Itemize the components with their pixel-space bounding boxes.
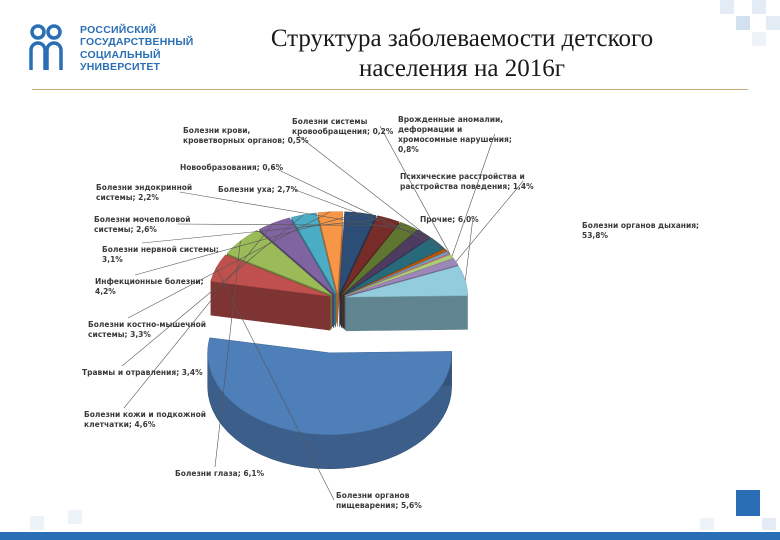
leader-line: [141, 218, 389, 244]
slice-label: Болезни глаза; 6,1%: [175, 469, 265, 478]
leader-line: [297, 134, 449, 253]
pie-slice-top: [207, 337, 452, 436]
slice-label: Болезни нервной системы; 3,1%: [102, 245, 219, 264]
pie-slice: [210, 254, 331, 331]
decorative-squares-top: [720, 0, 780, 46]
pie-slice-top: [317, 211, 344, 294]
slice-label: Травмы и отравления; 3,4%: [82, 368, 203, 377]
title-divider: [32, 89, 748, 90]
slice-label: Болезни уха; 2,7%: [218, 185, 299, 194]
logo-line: СОЦИАЛЬНЫЙ: [80, 48, 161, 61]
slice-label: Новообразования; 0,6%: [180, 163, 284, 172]
leader-line: [177, 223, 409, 226]
slice-label: Болезни костно-мышечной системы; 3,3%: [88, 320, 206, 339]
slice-label: Инфекционные болезни; 4,2%: [95, 277, 204, 296]
slice-label: Болезни мочеполовой системы; 2,6%: [94, 215, 191, 234]
slice-label: Болезни кожи и подкожной клетчатки; 4,6%: [84, 410, 206, 429]
pie-slice: [345, 265, 469, 332]
leader-line: [465, 218, 474, 281]
pie-slice-side: [345, 295, 468, 332]
slice-label: Болезни органов пищеварения; 5,6%: [336, 491, 422, 510]
logo-text: РОССИЙСКИЙ ГОСУДАРСТВЕННЫЙ СОЦИАЛЬНЫЙ УН…: [80, 24, 194, 74]
pie-slice-side: [337, 211, 343, 328]
leader-line: [214, 240, 241, 468]
leader-line: [379, 125, 451, 255]
slice-label: Прочие; 6,0%: [420, 215, 479, 224]
pie-slice-top: [345, 265, 469, 298]
leader-line: [123, 222, 275, 409]
leader-line: [134, 212, 361, 276]
page-title: Структура заболеваемости детского населе…: [222, 24, 702, 84]
pie-slice-top: [342, 221, 418, 295]
pie-slice-top: [344, 254, 454, 297]
slice-label: Болезни органов дыхания; 53,8%: [582, 221, 699, 240]
slice-label: Болезни крови, кроветворных органов; 0,5%: [183, 126, 309, 145]
university-logo: РОССИЙСКИЙ ГОСУДАРСТВЕННЫЙ СОЦИАЛЬНЫЙ УН…: [28, 22, 198, 74]
title-line-1: Структура заболеваемости детского: [270, 25, 654, 52]
leader-line: [272, 166, 447, 251]
logo-line: УНИВЕРСИТЕТ: [80, 61, 161, 74]
slice-label: Болезни эндокринной системы; 2,2%: [96, 183, 192, 202]
footer-bar: [0, 532, 780, 540]
pie-slice-top: [258, 217, 335, 295]
leader-line: [451, 133, 496, 257]
leader-line: [127, 211, 331, 319]
logo-line: РОССИЙСКИЙ: [80, 24, 157, 36]
slice-label: Болезни системы кровообращения; 0,2%: [292, 117, 394, 136]
leader-line: [179, 191, 425, 234]
leader-line: [455, 180, 524, 262]
logo-line: ГОСУДАРСТВЕННЫЙ: [80, 36, 194, 49]
decorative-squares-bottom-left: [30, 510, 82, 530]
slice-label: Врожденные аномалии, деформации и хромосом…: [398, 115, 512, 154]
pie-slice: [207, 337, 452, 470]
leader-line: [292, 188, 439, 244]
leader-line: [215, 267, 335, 501]
people-emblem-icon: [29, 24, 63, 70]
pie-slice-top: [339, 211, 377, 294]
leader-line: [121, 214, 304, 367]
slice-label: Психические расстройства и расстройства п…: [400, 172, 534, 191]
decorative-squares-bottom-right: [700, 490, 776, 530]
title-line-2: населения на 2016г: [358, 55, 566, 82]
